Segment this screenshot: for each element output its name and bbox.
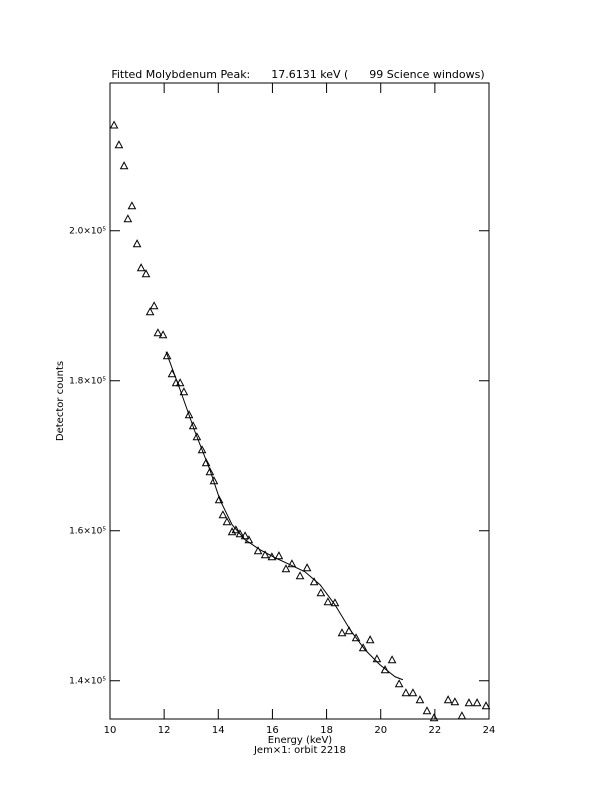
plot-frame bbox=[109, 82, 490, 720]
y-tick-label: 1.4×10⁵ bbox=[69, 676, 106, 686]
data-point bbox=[109, 120, 119, 129]
chart-title: Fitted Molybdenum Peak: 17.6131 keV ( 99… bbox=[111, 68, 484, 81]
data-point bbox=[358, 643, 368, 652]
data-point bbox=[323, 597, 333, 606]
x-tick-label: 16 bbox=[266, 725, 279, 736]
data-point bbox=[472, 698, 482, 707]
data-point bbox=[231, 525, 241, 534]
data-point bbox=[175, 378, 185, 387]
x-axis-label: Energy (keV) bbox=[268, 735, 333, 746]
y-tick-label: 1.6×10⁵ bbox=[69, 526, 106, 536]
data-point bbox=[401, 688, 411, 697]
data-point bbox=[253, 546, 263, 555]
data-point bbox=[443, 695, 453, 704]
data-point bbox=[387, 655, 397, 664]
x-tick-label: 22 bbox=[428, 725, 441, 736]
data-point bbox=[141, 269, 151, 278]
data-point bbox=[457, 711, 467, 720]
y-tick-label: 1.8×10⁵ bbox=[69, 376, 106, 386]
data-point bbox=[302, 563, 312, 572]
x-tick-label: 20 bbox=[374, 725, 387, 736]
data-point bbox=[192, 432, 202, 441]
data-point bbox=[123, 214, 133, 223]
data-point bbox=[136, 263, 146, 272]
data-point bbox=[222, 517, 232, 526]
data-point bbox=[127, 201, 137, 210]
data-point bbox=[372, 654, 382, 663]
x-tick-label: 18 bbox=[320, 725, 333, 736]
x-tick-label: 24 bbox=[483, 725, 496, 736]
x-tick-label: 10 bbox=[104, 725, 117, 736]
data-point bbox=[114, 140, 124, 149]
data-point bbox=[450, 697, 460, 706]
data-point bbox=[153, 328, 163, 337]
data-point bbox=[179, 387, 189, 396]
data-point bbox=[337, 628, 347, 637]
data-point bbox=[408, 688, 418, 697]
data-point bbox=[227, 527, 237, 536]
data-point bbox=[281, 564, 291, 573]
data-point bbox=[380, 665, 390, 674]
data-point bbox=[235, 529, 245, 538]
data-point bbox=[188, 421, 198, 430]
x-tick-label: 12 bbox=[158, 725, 171, 736]
data-point bbox=[429, 713, 439, 722]
y-tick-label: 2.0×10⁵ bbox=[69, 226, 106, 236]
data-point bbox=[209, 476, 219, 485]
data-point bbox=[365, 635, 375, 644]
data-point bbox=[274, 551, 284, 560]
data-point bbox=[197, 445, 207, 454]
data-point bbox=[201, 458, 211, 467]
data-point bbox=[145, 307, 155, 316]
data-point bbox=[316, 588, 326, 597]
data-point bbox=[481, 701, 491, 710]
fit-line bbox=[165, 351, 404, 681]
data-point bbox=[162, 351, 172, 360]
data-point bbox=[394, 679, 404, 688]
data-point bbox=[214, 495, 224, 504]
data-point bbox=[422, 706, 432, 715]
data-point bbox=[205, 467, 215, 476]
data-point bbox=[218, 510, 228, 519]
data-point bbox=[415, 695, 425, 704]
data-point bbox=[351, 633, 361, 642]
x-tick-label: 14 bbox=[212, 725, 225, 736]
data-point bbox=[295, 571, 305, 580]
data-point bbox=[260, 550, 270, 559]
data-point bbox=[149, 301, 159, 310]
data-point bbox=[132, 239, 142, 248]
data-point bbox=[119, 161, 129, 170]
data-point bbox=[158, 330, 168, 339]
data-point bbox=[287, 559, 297, 568]
data-point bbox=[184, 410, 194, 419]
subtitle: Jem×1: orbit 2218 bbox=[253, 745, 346, 756]
data-point bbox=[240, 531, 250, 540]
data-point bbox=[464, 698, 474, 707]
y-axis-label: Detector counts bbox=[55, 361, 66, 441]
